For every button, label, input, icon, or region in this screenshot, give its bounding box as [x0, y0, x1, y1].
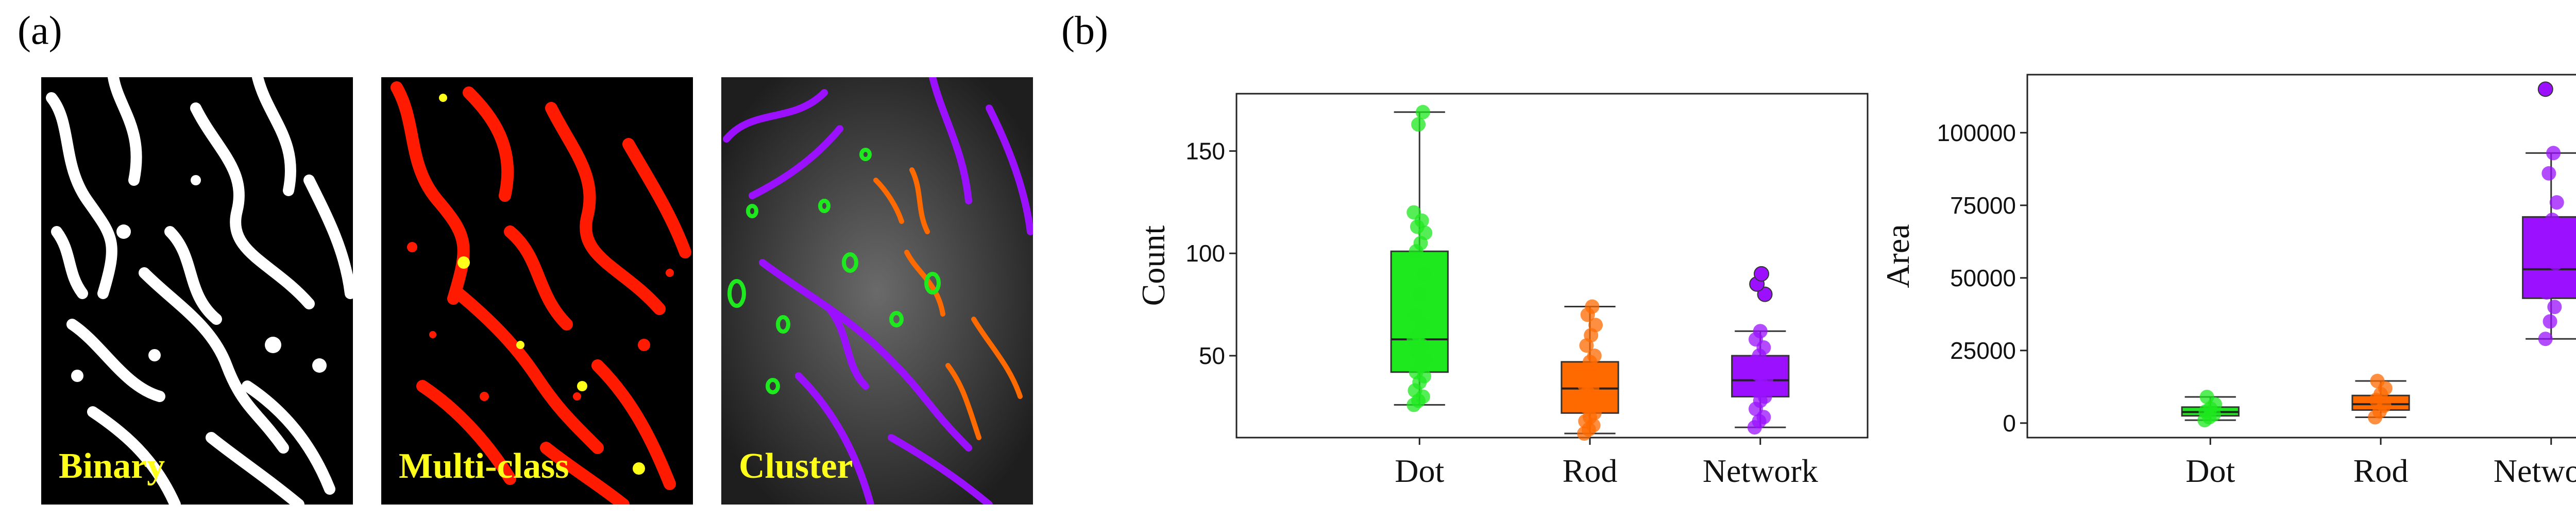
- data-point: [1412, 287, 1427, 302]
- data-point: [2549, 195, 2564, 210]
- plot-frame: [2026, 74, 2576, 439]
- x-tick-label: Dot: [2185, 453, 2235, 489]
- cluster-label: Cluster: [739, 446, 853, 486]
- cluster-overlay: [721, 77, 1033, 505]
- data-point: [1408, 307, 1422, 322]
- data-point: [2548, 256, 2563, 271]
- y-tick-label: 0: [2003, 410, 2016, 437]
- plot-frame: [1235, 93, 1869, 439]
- binary-label: Binary: [59, 446, 165, 486]
- data-point: [1415, 318, 1430, 333]
- data-point: [1753, 266, 1769, 282]
- y-tick-label: 25000: [1950, 337, 2016, 364]
- y-tick-label: 75000: [1950, 192, 2016, 219]
- multiclass-label: Multi-class: [399, 446, 569, 486]
- x-tick-label: Rod: [1563, 453, 1618, 489]
- chart-area: 0 25000 50000 75000 100000 Area Dot Rod Network: [1879, 74, 2576, 489]
- y-axis-title: Area: [1879, 224, 1916, 288]
- multiclass-mask: [391, 81, 691, 505]
- cluster-image: Cluster: [721, 77, 1033, 505]
- data-point: [1587, 348, 1602, 363]
- panel-a-label: (a): [18, 8, 62, 53]
- data-point: [1753, 324, 1768, 339]
- data-point: [2538, 332, 2553, 346]
- x-tick-label: Network: [2494, 453, 2576, 489]
- multiclass-image: Multi-class: [381, 77, 693, 505]
- y-tick-label: 50: [1199, 342, 1225, 369]
- y-tick-label: 50000: [1950, 265, 2016, 291]
- y-tick-label: 100: [1185, 240, 1225, 267]
- data-point: [2540, 236, 2555, 251]
- binary-image: Binary: [41, 77, 353, 505]
- binary-mask: [46, 77, 353, 505]
- x-tick-label: Rod: [2353, 453, 2409, 489]
- x-tick-label: Network: [1703, 453, 1818, 489]
- data-point: [2541, 166, 2556, 181]
- chart-count: 50 100 150 Count Dot Rod Network: [1135, 93, 1869, 489]
- y-tick-label: 150: [1185, 137, 1225, 164]
- x-tick-label: Dot: [1395, 453, 1444, 489]
- y-axis-title: Count: [1135, 225, 1172, 306]
- data-point: [1757, 286, 1773, 302]
- data-point: [2199, 390, 2214, 405]
- data-point: [1406, 205, 1421, 220]
- data-point: [1588, 318, 1603, 333]
- data-point: [2544, 270, 2558, 285]
- data-point: [2537, 81, 2553, 97]
- data-point: [1585, 299, 1600, 314]
- data-point: [1415, 105, 1430, 119]
- data-point: [2546, 146, 2561, 161]
- y-tick-label: 100000: [1937, 119, 2016, 146]
- data-point: [1417, 266, 1432, 281]
- data-point: [2539, 285, 2554, 300]
- panel-b-label: (b): [1061, 8, 1108, 53]
- data-point: [2545, 213, 2560, 227]
- data-point: [1411, 117, 1426, 132]
- data-point: [2370, 374, 2385, 389]
- data-point: [2547, 300, 2562, 315]
- data-point: [2543, 314, 2557, 329]
